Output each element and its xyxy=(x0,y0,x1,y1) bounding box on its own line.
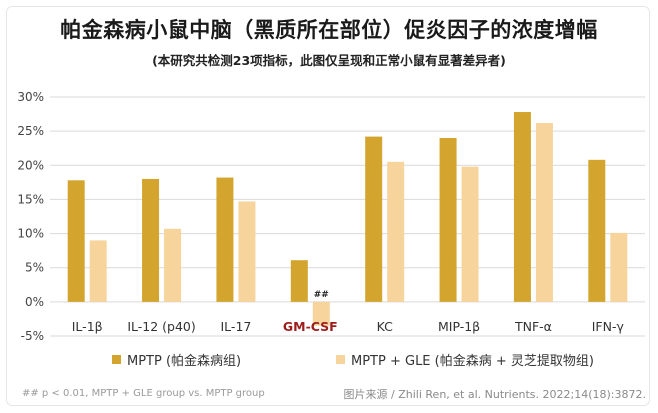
legend-label-mptp: MPTP (帕金森病组) xyxy=(127,354,242,369)
x-tick-label: IL-17 xyxy=(221,319,252,334)
x-tick-label: TNF-α xyxy=(514,319,552,334)
bar-mptp-gle xyxy=(461,166,479,302)
y-tick-label: 20% xyxy=(17,158,44,172)
bar-mptp xyxy=(513,112,531,302)
bar-mptp xyxy=(290,260,308,302)
chart-title: 帕金森病小鼠中脑（黑质所在部位）促炎因子的浓度增幅 xyxy=(60,18,598,42)
x-tick-label: GM-CSF xyxy=(283,319,338,334)
significance-annotation: ## xyxy=(314,290,329,300)
bar-mptp-gle xyxy=(89,240,107,302)
bar-mptp xyxy=(439,137,457,302)
y-tick-label: 10% xyxy=(17,227,44,241)
y-tick-label: 30% xyxy=(17,90,44,104)
bar-mptp-gle xyxy=(387,161,405,302)
bar-mptp xyxy=(142,178,160,302)
bar-mptp xyxy=(588,159,606,302)
y-tick-label: 0% xyxy=(25,295,44,309)
legend-swatch-mptp-gle xyxy=(336,355,345,364)
x-tick-label: IL-12 (p40) xyxy=(127,319,195,334)
chart-subtitle: (本研究共检测23项指标，此图仅呈现和正常小鼠有显著差异者) xyxy=(152,53,506,68)
bar-mptp xyxy=(67,180,85,302)
chart-frame xyxy=(6,6,650,406)
legend-item-mptp-gle: MPTP + GLE (帕金森病 + 灵芝提取物组) xyxy=(336,350,594,369)
bar-mptp-gle xyxy=(610,232,628,302)
legend-item-mptp: MPTP (帕金森病组) xyxy=(112,350,241,369)
source-credit: 图片来源 / Zhili Ren, et al. Nutrients. 2022… xyxy=(343,388,646,401)
bar-mptp xyxy=(365,136,383,302)
footnote: ## p < 0.01, MPTP + GLE group vs. MPTP g… xyxy=(22,388,265,399)
bar-mptp-gle xyxy=(164,228,182,302)
bar-mptp-gle xyxy=(535,122,553,302)
x-tick-label: IL-1β xyxy=(72,319,103,334)
legend-swatch-mptp xyxy=(112,355,121,364)
legend-label-mptp-gle: MPTP + GLE (帕金森病 + 灵芝提取物组) xyxy=(351,354,594,369)
y-tick-label: 15% xyxy=(17,192,44,206)
x-tick-label: KC xyxy=(377,319,394,334)
x-tick-label: MIP-1β xyxy=(438,319,480,334)
y-tick-label: -5% xyxy=(21,329,44,343)
x-tick-label: IFN-γ xyxy=(592,319,625,334)
legend: MPTP (帕金森病组) MPTP + GLE (帕金森病 + 灵芝提取物组) xyxy=(0,350,658,370)
bar-mptp-gle xyxy=(238,201,256,302)
y-tick-label: 25% xyxy=(17,124,44,138)
bar-mptp xyxy=(216,177,234,302)
bar-mptp-gle xyxy=(312,301,330,326)
y-tick-label: 5% xyxy=(25,261,44,275)
